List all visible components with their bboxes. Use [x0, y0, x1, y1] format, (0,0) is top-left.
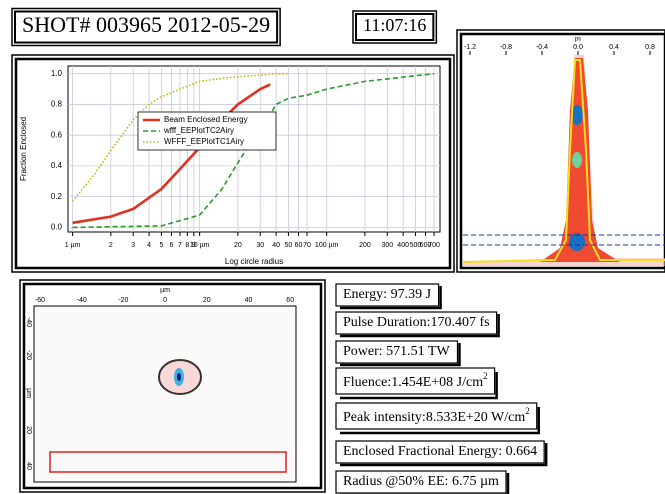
- y-tick-label: 0.4: [51, 161, 63, 170]
- legend-label: Beam Enclosed Energy: [164, 115, 248, 124]
- y-tick-label: 0.8: [51, 100, 63, 109]
- readout-text: Pulse Duration:170.407 fs: [343, 315, 490, 330]
- readout-sup: 2: [483, 371, 488, 381]
- x-tick-label: 700: [428, 242, 440, 249]
- profile-hotspot: [569, 233, 585, 251]
- focal-x-tick-label: -20: [118, 297, 128, 304]
- focal-x-unit: µm: [160, 287, 170, 294]
- x-tick-label: 400: [397, 242, 409, 249]
- readout-sup: 2: [525, 406, 530, 416]
- focal-y-tick-label: -20: [25, 350, 32, 360]
- x-tick-label: 6: [170, 242, 174, 249]
- readout-value: Fluence:1.454E+08 J/cm: [343, 375, 483, 390]
- x-tick-label: 200: [359, 242, 371, 249]
- y-tick-label: 0.2: [51, 192, 63, 201]
- profile-frame: [457, 30, 665, 272]
- readout-text: Power: 571.51 TW: [343, 344, 450, 359]
- readout-text: Enclosed Fractional Energy: 0.664: [343, 444, 537, 459]
- x-tick-label: 40: [272, 242, 280, 249]
- profile-tick-label: 0.0: [573, 44, 583, 51]
- profile-hotspot: [572, 152, 582, 168]
- readout-text: Radius @50% EE: 6.75 µm: [343, 474, 499, 489]
- focal-x-tick-label: 60: [286, 297, 294, 304]
- x-tick-label: 2: [109, 242, 113, 249]
- page: { "header": {"shot": "SHOT# 003965 2012-…: [0, 0, 665, 494]
- focal-y-tick-label: 40: [25, 462, 32, 470]
- profile-unit: ps: [575, 37, 581, 43]
- focal-plot: [34, 306, 296, 482]
- x-tick-label: 4: [147, 242, 151, 249]
- x-tick-label: 5: [159, 242, 163, 249]
- x-tick-label: 10 µm: [190, 242, 210, 249]
- shot-label: SHOT# 003965 2012-05-29: [22, 12, 270, 37]
- x-tick-label: 1 µm: [65, 242, 81, 249]
- readout-value: Enclosed Fractional Energy: 0.664: [343, 444, 537, 459]
- readout-value: Radius @50% EE: 6.75 µm: [343, 474, 499, 489]
- screen: SHOT# 003965 2012-05-29 11:07:16 0.0 0.2 0.4…: [0, 0, 665, 494]
- x-tick-label: 8: [185, 242, 189, 249]
- readout-value: Energy: 97.39 J: [343, 287, 432, 302]
- profile-tick-label: -0.8: [500, 44, 512, 51]
- readout-value: Pulse Duration:170.407 fs: [343, 315, 490, 330]
- x-tick-label: 60: [295, 242, 303, 249]
- x-tick-label: 300: [381, 242, 393, 249]
- x-tick-label: 7: [178, 242, 182, 249]
- readout-text: Energy: 97.39 J: [343, 287, 432, 302]
- focal-x-tick-label: 0: [163, 297, 167, 304]
- legend-label: wfff_EEPlotTC2Airy: [163, 126, 234, 135]
- readout-value: Power: 571.51 TW: [343, 344, 450, 359]
- focal-x-tick-label: 40: [245, 297, 253, 304]
- y-tick-label: 0.6: [51, 130, 63, 139]
- profile-tick-label: 0.8: [645, 44, 655, 51]
- y-tick-label: 1.0: [51, 69, 63, 78]
- focal-y-tick-label: -40: [25, 317, 32, 327]
- profile-tick-label: 0.4: [609, 44, 619, 51]
- x-tick-label: 70: [303, 242, 311, 249]
- x-axis-label: Log circle radius: [225, 257, 283, 266]
- y-tick-label: 0.0: [51, 222, 63, 231]
- focal-spot-core: [177, 373, 181, 381]
- x-tick-label: 100 µm: [315, 242, 339, 249]
- focal-x-tick-label: 20: [203, 297, 211, 304]
- legend-label: WFFF_EEPlotTC1Airy: [164, 137, 244, 146]
- x-tick-label: 30: [256, 242, 264, 249]
- readout-value: Peak intensity:8.533E+20 W/cm: [343, 410, 525, 425]
- focal-y-unit: µm: [25, 388, 32, 398]
- focal-x-tick-label: -40: [77, 297, 87, 304]
- focal-x-tick-label: -60: [35, 297, 45, 304]
- focal-y-tick-label: 20: [25, 426, 32, 434]
- time-label: 11:07:16: [363, 15, 426, 35]
- y-axis-label: Fraction Enclosed: [19, 117, 28, 181]
- x-tick-label: 50: [285, 242, 293, 249]
- x-tick-label: 20: [234, 242, 242, 249]
- profile-tick-label: -0.4: [536, 44, 548, 51]
- x-tick-label: 3: [131, 242, 135, 249]
- profile-tick-label: -1.2: [464, 44, 476, 51]
